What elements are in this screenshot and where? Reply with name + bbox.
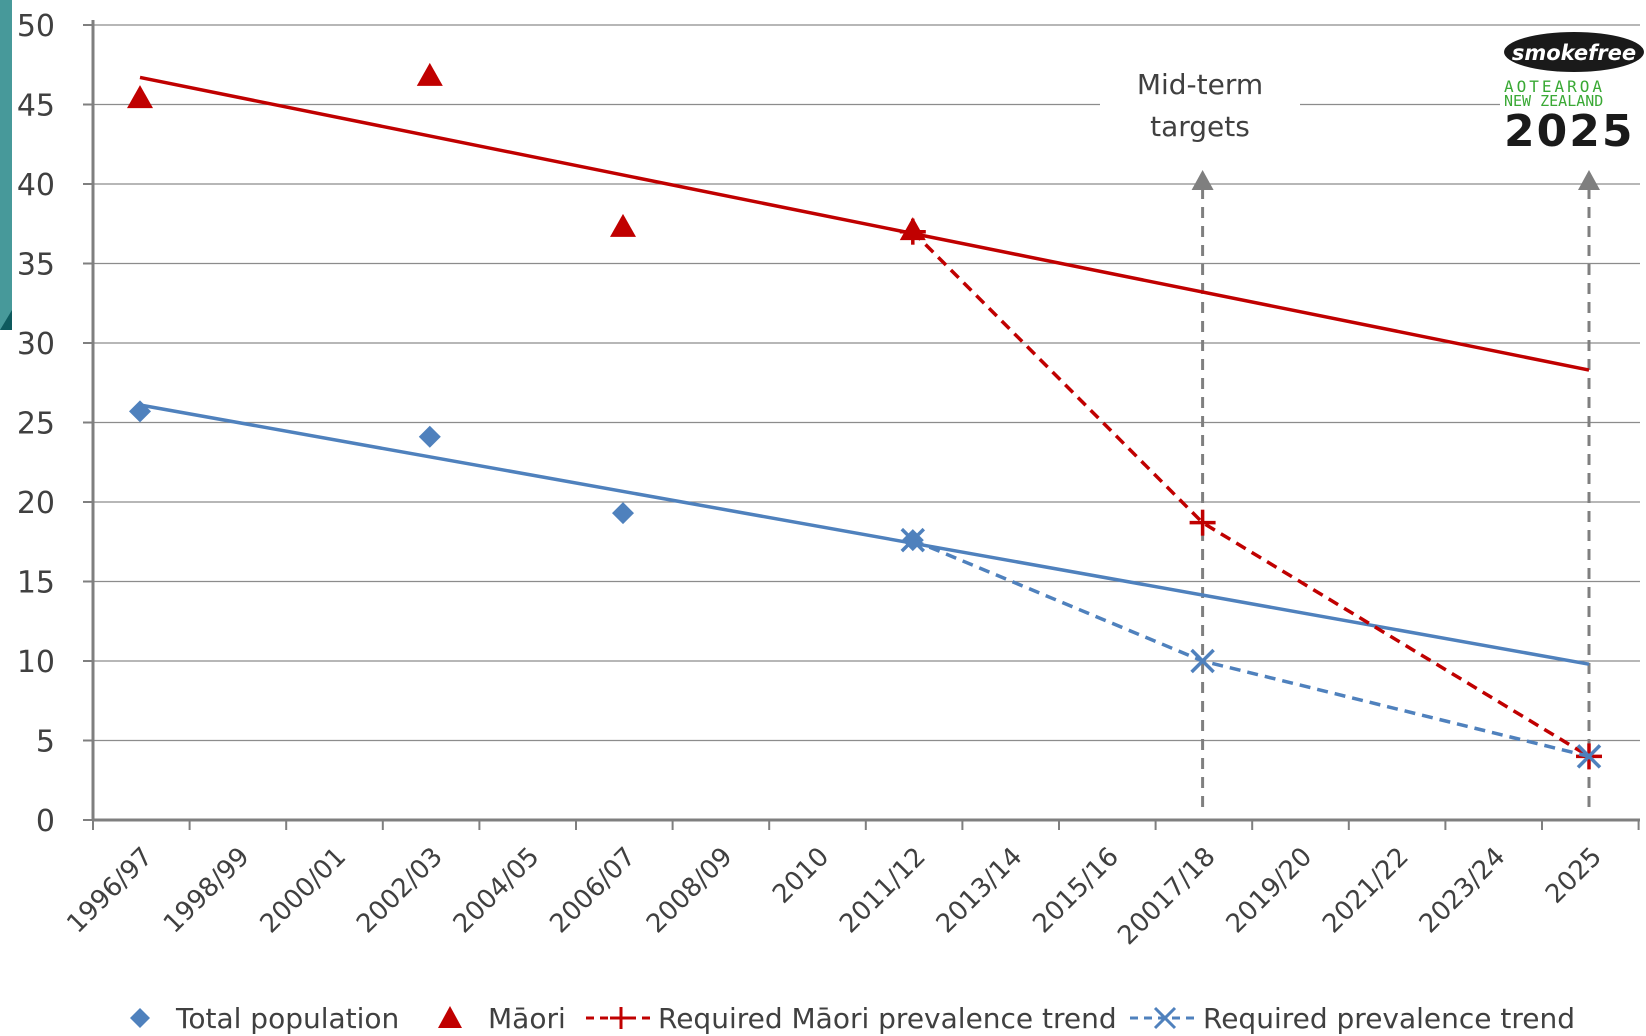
series-layer bbox=[127, 62, 1602, 770]
data-point bbox=[899, 218, 926, 245]
series-3 bbox=[900, 527, 1602, 769]
dashed-series-line bbox=[912, 538, 1590, 759]
legend-marker-total bbox=[130, 1008, 150, 1028]
y-tick-label: 15 bbox=[17, 566, 55, 601]
x-tick-label: 2025 bbox=[1540, 842, 1608, 910]
dashed-series-line bbox=[911, 230, 1590, 758]
x-tick-label: 2019/20 bbox=[1221, 842, 1319, 940]
data-point bbox=[1190, 648, 1215, 674]
data-point bbox=[610, 213, 636, 237]
axes bbox=[83, 20, 1640, 830]
data-point bbox=[127, 85, 153, 109]
x-tick-label: 2015/16 bbox=[1027, 842, 1125, 940]
x-stroke-b bbox=[900, 527, 926, 553]
smokefree-logo: smokefree AOTEAROA NEW ZEALAND 2025 bbox=[1500, 30, 1646, 157]
y-tick-label: 50 bbox=[17, 9, 55, 44]
x-tick-label: 1998/99 bbox=[158, 842, 256, 940]
legend: Total population Māori Required Māori pr… bbox=[130, 1002, 1575, 1035]
legend-label-total: Total population bbox=[175, 1002, 399, 1035]
midterm-annotation: Mid-term targets bbox=[1100, 62, 1300, 154]
y-tick-label: 20 bbox=[17, 486, 55, 521]
x-stroke-b bbox=[1190, 648, 1215, 674]
x-tick-label: 2000/01 bbox=[255, 842, 353, 940]
series-1 bbox=[127, 62, 1590, 372]
x-tick-label: 2011/12 bbox=[834, 842, 932, 940]
y-tick-label: 35 bbox=[17, 248, 55, 283]
slide-edge-decoration bbox=[0, 0, 12, 330]
x-tick-label: 2006/07 bbox=[544, 842, 642, 940]
logo-year: 2025 bbox=[1504, 106, 1634, 157]
x-tick-label: 2023/24 bbox=[1414, 842, 1512, 940]
data-point bbox=[129, 400, 151, 423]
legend-label-required-maori: Required Māori prevalence trend bbox=[658, 1002, 1117, 1035]
y-tick-label: 0 bbox=[36, 804, 55, 839]
x-tick-labels: 1996/97 1998/99 2000/01 2002/03 2004/05 2006/… bbox=[61, 842, 1608, 951]
trendline bbox=[139, 75, 1590, 372]
x-tick-label: 2010 bbox=[767, 842, 835, 910]
x-stroke-b bbox=[1576, 744, 1602, 769]
x-tick-label: 2008/09 bbox=[641, 842, 739, 940]
trendline bbox=[139, 403, 1590, 666]
data-point bbox=[1189, 509, 1216, 536]
legend-marker-required-maori bbox=[586, 1007, 656, 1029]
legend-marker-maori bbox=[438, 1006, 462, 1028]
data-point bbox=[1576, 744, 1602, 769]
target-arrow bbox=[1191, 170, 1214, 191]
x-tick-label: 1996/97 bbox=[61, 842, 159, 940]
y-tick-label: 5 bbox=[36, 725, 55, 760]
legend-marker-required-total bbox=[1130, 1006, 1200, 1030]
series-2 bbox=[899, 218, 1602, 770]
y-tick-labels: 0 5 10 15 20 25 30 35 40 45 50 bbox=[17, 9, 55, 839]
target-arrow bbox=[1578, 170, 1600, 191]
logo-word: smokefree bbox=[1512, 41, 1636, 65]
midterm-label-line1: Mid-term bbox=[1137, 68, 1263, 101]
logo-line1: AOTEAROA bbox=[1504, 77, 1605, 96]
midterm-label-line2: targets bbox=[1150, 110, 1250, 143]
x-tick-label: 2002/03 bbox=[351, 842, 449, 940]
x-tick-label: 2013/14 bbox=[931, 842, 1029, 940]
y-tick-label: 40 bbox=[17, 168, 55, 203]
y-tick-label: 25 bbox=[17, 407, 55, 442]
data-point bbox=[900, 527, 926, 553]
series-0 bbox=[129, 400, 1590, 666]
legend-label-required-total: Required prevalence trend bbox=[1203, 1002, 1575, 1035]
legend-label-maori: Māori bbox=[488, 1002, 566, 1035]
x-tick-label: 2021/22 bbox=[1317, 842, 1415, 940]
data-point bbox=[416, 62, 443, 86]
data-point bbox=[612, 502, 634, 525]
y-tick-label: 10 bbox=[17, 645, 55, 680]
gridlines bbox=[93, 24, 1640, 742]
data-point bbox=[418, 425, 441, 448]
x-tick-label: 20017/18 bbox=[1112, 842, 1221, 951]
y-tick-label: 45 bbox=[17, 89, 55, 124]
target-lines bbox=[1191, 170, 1600, 812]
logo-line2: NEW ZEALAND bbox=[1504, 92, 1603, 110]
x-tick-label: 2004/05 bbox=[448, 842, 546, 940]
y-tick-label: 30 bbox=[17, 327, 55, 362]
